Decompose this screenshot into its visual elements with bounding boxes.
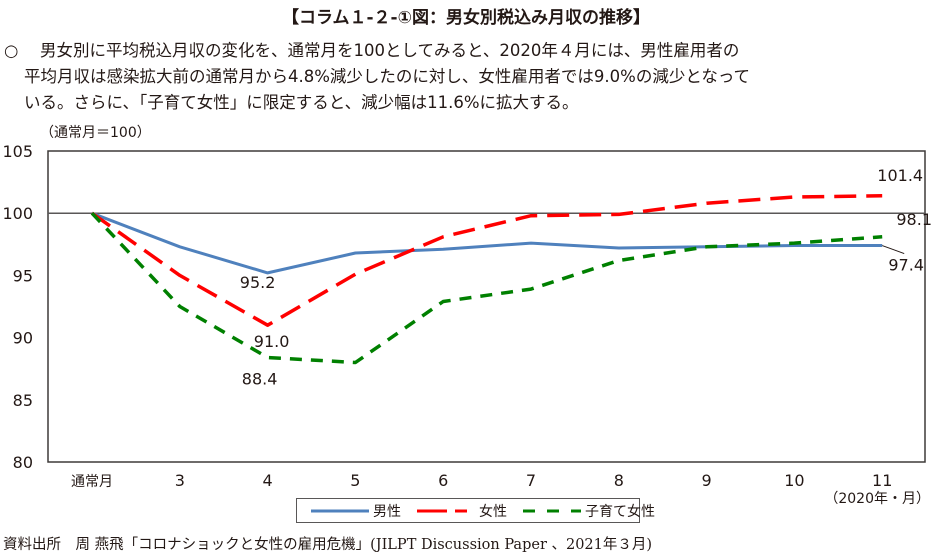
x-tick-label: 8 — [614, 471, 624, 490]
legend-label: 女性 — [479, 503, 507, 520]
summary-line: 男女別に平均税込月収の変化を、通常月を100としてみると、2020年４月には、男… — [40, 41, 740, 60]
y-tick-label: 90 — [13, 329, 33, 348]
summary-paragraph: ○ 男女別に平均税込月収の変化を、通常月を100としてみると、2020年４月には… — [4, 38, 930, 116]
legend-label: 男性 — [373, 503, 401, 520]
source-note: 資料出所 周 燕飛「コロナショックと女性の雇用危機」(JILPT Discuss… — [3, 537, 653, 553]
x-tick-label: 通常月 — [71, 474, 113, 490]
legend-item-child-rearing-female: 子育て女性 — [521, 501, 655, 521]
figure-title: 【コラム１-２-①図：男女別税込み月収の推移】 — [282, 8, 650, 28]
y-tick-label: 105 — [2, 142, 33, 161]
legend-swatch-child-rearing-female — [523, 509, 581, 512]
leader-line — [882, 245, 905, 255]
legend-item-female: 女性 — [415, 501, 507, 521]
chart-axes: 80 85 90 95 100 105 通常月 3 4 5 6 7 8 9 10 11 — [2, 142, 926, 490]
x-tick-label: 4 — [263, 471, 273, 490]
y-tick-label: 85 — [13, 391, 33, 410]
summary-line: いる。さらに、「子育て女性」に限定すると、減少幅は11.6%に拡大する。 — [24, 93, 579, 112]
data-label: 88.4 — [242, 370, 278, 389]
x-tick-label: 6 — [438, 471, 448, 490]
y-axis-unit-label: （通常月＝100） — [40, 125, 151, 141]
legend-swatch-male — [311, 509, 369, 512]
summary-line: 平均月収は感染拡大前の通常月から4.8%減少したのに対し、女性雇用者では9.0%… — [24, 67, 751, 86]
data-label: 91.0 — [254, 332, 290, 351]
y-tick-label: 100 — [2, 204, 33, 223]
y-tick-label: 80 — [13, 453, 33, 472]
data-label: 98.1 — [896, 210, 932, 229]
x-tick-label: 3 — [175, 471, 185, 490]
y-tick-label: 95 — [13, 266, 33, 285]
x-axis-unit-label: （2020年・月） — [824, 491, 930, 507]
legend-swatch-female — [417, 509, 475, 512]
series-line-child-rearing-female — [90, 212, 883, 365]
bullet-icon: ○ — [4, 41, 19, 60]
x-tick-label: 10 — [784, 471, 804, 490]
x-tick-label: 11 — [872, 471, 892, 490]
data-label: 101.4 — [877, 166, 923, 185]
series-line-male — [91, 211, 883, 275]
plot-area-frame — [47, 150, 926, 463]
x-tick-label: 9 — [702, 471, 712, 490]
series-layer — [90, 194, 883, 365]
legend-label: 子育て女性 — [585, 503, 655, 520]
x-tick-label: 5 — [350, 471, 360, 490]
legend-item-male: 男性 — [309, 501, 401, 521]
data-label: 97.4 — [888, 256, 924, 275]
series-line-female — [90, 194, 883, 327]
data-label: 95.2 — [240, 273, 276, 292]
chart-legend: 男性 女性 子育て女性 — [296, 498, 655, 523]
x-tick-label: 7 — [526, 471, 536, 490]
data-labels: 95.2 91.0 88.4 101.4 98.1 97.4 — [240, 166, 932, 389]
